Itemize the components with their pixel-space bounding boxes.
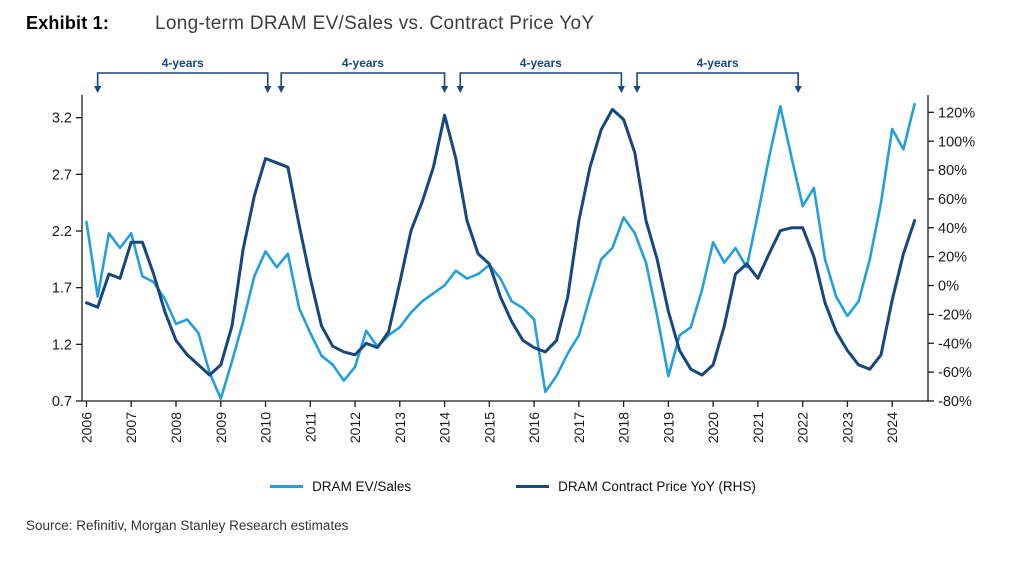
x-axis-label: 2017 <box>571 412 587 443</box>
cycle-bracket-label: 4-years <box>520 56 562 70</box>
x-axis-label: 2011 <box>302 412 318 442</box>
cycle-bracket-line <box>459 72 623 87</box>
x-axis-label: 2024 <box>884 412 900 443</box>
y-axis-right-label: 40% <box>938 221 967 237</box>
legend-line-ev-sales <box>270 485 304 488</box>
y-axis-right-label: 80% <box>938 163 967 179</box>
y-axis-left-label: 2.7 <box>52 167 72 183</box>
y-axis-left: 0.7 1.2 1.7 2.2 2.7 3.2 <box>52 111 82 410</box>
y-axis-right-label: 0% <box>938 279 959 295</box>
cycle-bracket-line <box>96 72 269 87</box>
y-axis-left-label: 2.2 <box>52 224 72 240</box>
legend-item-ev-sales: DRAM EV/Sales <box>270 479 411 494</box>
x-axis-label: 2018 <box>616 412 632 443</box>
x-axis: 2006 2007 2008 2009 2010 2011 2012 2013 2014 2015… <box>78 401 900 443</box>
down-arrow-icon <box>617 86 625 93</box>
y-axis-right-label: 20% <box>938 250 967 266</box>
legend-label-ev-sales: DRAM EV/Sales <box>312 479 412 494</box>
cycle-brackets: 4-years 4-years 4-years 4-years <box>94 56 802 93</box>
y-axis-left-label: 1.2 <box>52 337 72 353</box>
series-line-ev-sales <box>85 102 916 401</box>
down-arrow-icon <box>264 86 272 93</box>
y-axis-left-label: 3.2 <box>52 111 72 127</box>
down-arrow-icon <box>794 86 802 93</box>
x-axis-label: 2006 <box>78 412 94 443</box>
y-axis-right: -80% -60% -40% -20% 0% 20% 40% 60% 80% 100% 120% <box>928 105 975 410</box>
y-axis-right-label: -20% <box>938 307 972 323</box>
cycle-bracket-label: 4-years <box>342 56 384 70</box>
down-arrow-icon <box>633 86 641 93</box>
down-arrow-icon <box>277 86 285 93</box>
x-axis-label: 2012 <box>347 412 363 443</box>
legend-line-contract-price <box>516 485 550 488</box>
x-axis-label: 2008 <box>168 412 184 443</box>
cycle-bracket-line <box>280 72 446 87</box>
down-arrow-icon <box>440 86 449 93</box>
legend-label-contract-price: DRAM Contract Price YoY (RHS) <box>558 479 756 494</box>
series-line-contract-price-yoy <box>85 107 917 377</box>
chart-svg: 4-years 4-years 4-years 4-years 0.7 1.2 1.7 2.2… <box>52 56 975 443</box>
x-axis-label: 2022 <box>795 412 811 443</box>
chart-header: Exhibit 1: Long-term DRAM EV/Sales vs. C… <box>26 13 1000 35</box>
axes <box>81 95 929 402</box>
y-axis-right-label: 100% <box>938 134 975 150</box>
down-arrow-icon <box>94 86 102 93</box>
x-axis-label: 2019 <box>660 412 676 443</box>
x-axis-label: 2023 <box>839 412 855 443</box>
x-axis-label: 2009 <box>213 412 229 443</box>
y-axis-right-label: -40% <box>938 336 972 352</box>
y-axis-left-label: 0.7 <box>52 394 72 410</box>
exhibit-label: Exhibit 1: <box>26 13 110 33</box>
x-axis-label: 2015 <box>481 412 497 443</box>
legend-item-contract-price: DRAM Contract Price YoY (RHS) <box>516 479 756 494</box>
x-axis-label: 2021 <box>750 412 766 443</box>
x-axis-label: 2013 <box>392 412 408 443</box>
y-axis-left-label: 1.7 <box>52 281 72 297</box>
cycle-bracket-label: 4-years <box>697 56 739 70</box>
x-axis-label: 2014 <box>437 412 453 443</box>
x-axis-label: 2016 <box>526 412 542 443</box>
report-page: Exhibit 1: Long-term DRAM EV/Sales vs. C… <box>26 13 1000 533</box>
chart-legend: DRAM EV/Sales DRAM Contract Price YoY (R… <box>26 479 1000 494</box>
source-note: Source: Refinitiv, Morgan Stanley Resear… <box>26 518 349 533</box>
y-axis-right-label: -60% <box>938 365 972 381</box>
x-axis-label: 2020 <box>705 412 721 443</box>
chart-area: 4-years 4-years 4-years 4-years 0.7 1.2 1.7 2.2… <box>26 43 1000 473</box>
y-axis-right-label: -80% <box>938 394 972 410</box>
page-title: Long-term DRAM EV/Sales vs. Contract Pri… <box>155 13 595 34</box>
cycle-bracket-line <box>636 72 799 87</box>
down-arrow-icon <box>456 86 464 93</box>
y-axis-right-label: 120% <box>938 105 975 121</box>
x-axis-label: 2007 <box>123 412 139 443</box>
x-axis-label: 2010 <box>258 412 274 443</box>
y-axis-right-label: 60% <box>938 192 967 208</box>
cycle-bracket-label: 4-years <box>162 56 204 70</box>
